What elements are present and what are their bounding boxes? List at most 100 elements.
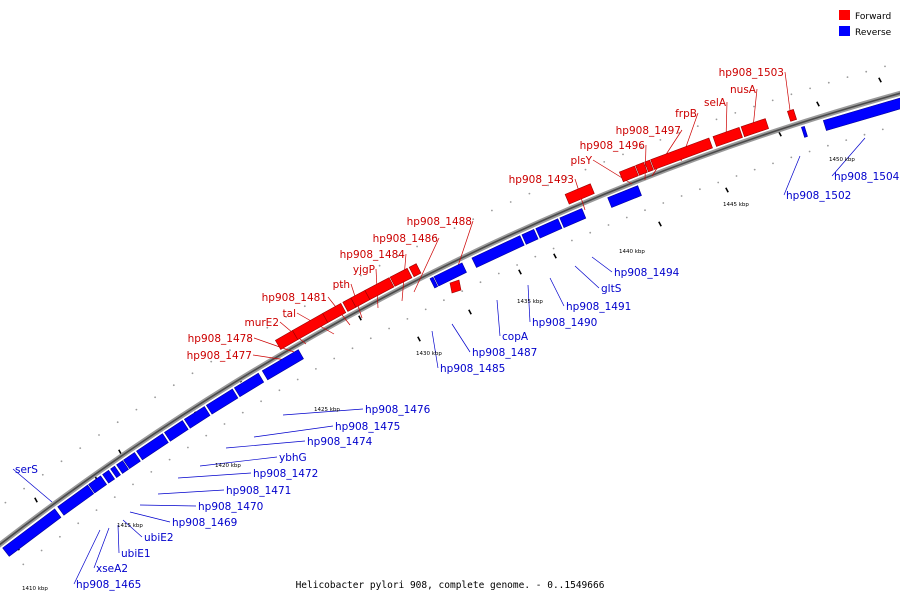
scale-dot xyxy=(696,125,699,127)
reverse-gene-label-glts: gltS xyxy=(601,283,622,295)
reverse-gene-box xyxy=(183,406,211,429)
scale-dot xyxy=(278,389,281,392)
leader-line xyxy=(139,504,197,507)
reverse-gene-box xyxy=(123,452,141,470)
forward-gene-label-frpb: frpB xyxy=(675,108,697,120)
reverse-gene-label-hp908-1470: hp908_1470 xyxy=(198,501,263,513)
forward-gene-label-hp908-1477: hp908_1477 xyxy=(187,350,252,362)
reverse-gene-label-hp908-1485: hp908_1485 xyxy=(440,363,505,375)
major-tick xyxy=(778,131,782,137)
forward-gene-label-hp908-1503: hp908_1503 xyxy=(719,67,784,79)
major-tick xyxy=(417,336,421,342)
scale-dot xyxy=(241,411,244,414)
scale-dot xyxy=(603,161,606,163)
forward-gene-box xyxy=(635,162,648,176)
scale-dot xyxy=(662,202,665,204)
reverse-gene-label-ybhg: ybhG xyxy=(279,452,307,464)
leader-line xyxy=(549,277,565,307)
forward-gene-box xyxy=(408,263,422,278)
forward-gene-box xyxy=(389,267,413,287)
scale-dot xyxy=(589,231,592,234)
leader-line xyxy=(282,408,364,416)
forward-gene-label-hp908-1493: hp908_1493 xyxy=(509,174,574,186)
scale-dot xyxy=(863,133,866,136)
leader-line xyxy=(73,529,101,585)
reverse-gene-box xyxy=(57,484,95,516)
scale-dot xyxy=(827,144,829,147)
leader-line xyxy=(253,337,295,353)
leader-line xyxy=(129,511,171,523)
scale-dot xyxy=(388,327,390,330)
gene-labels: hp908_1477 hp908_1478 murE2 tal hp908_1481 pt… xyxy=(15,67,900,591)
reverse-gene-box xyxy=(559,208,587,228)
scale-dot xyxy=(341,284,344,287)
leader-line xyxy=(12,468,53,503)
legend-reverse-label: Reverse xyxy=(855,28,892,38)
scale-dot xyxy=(60,460,63,463)
reverse-gene-label-hp908-1490: hp908_1490 xyxy=(532,317,597,329)
tick-label-1450-kbp: 1450 kbp xyxy=(829,157,855,163)
scale-dot xyxy=(753,105,755,108)
scale-dot xyxy=(622,153,624,156)
scale-dot xyxy=(406,318,409,320)
scale-dot xyxy=(247,337,250,340)
scale-dot xyxy=(260,400,262,403)
tick-marks xyxy=(16,77,882,551)
reverse-gene-label-hp908-1487: hp908_1487 xyxy=(472,347,537,359)
forward-gene-label-hp908-1478: hp908_1478 xyxy=(188,333,253,345)
genome-caption: Helicobacter pylori 908, complete genome… xyxy=(296,580,605,591)
scale-dot xyxy=(360,274,362,277)
leader-line xyxy=(122,519,143,538)
reverse-gene-label-ubie1: ubiE1 xyxy=(121,548,151,560)
reverse-gene-label-xsea2: xseA2 xyxy=(96,563,128,575)
leader-line xyxy=(591,256,613,273)
tick-label-1420-kbp: 1420 kbp xyxy=(215,463,241,469)
forward-gene-box xyxy=(650,137,713,170)
scale-dot xyxy=(528,192,531,195)
major-tick xyxy=(658,221,662,227)
scale-dot xyxy=(266,326,269,329)
scale-dot xyxy=(59,535,61,538)
scale-dot xyxy=(547,184,549,187)
scale-dot xyxy=(497,272,500,275)
scale-dot xyxy=(479,281,482,284)
leader-line xyxy=(199,456,278,467)
scale-dot xyxy=(79,447,82,449)
scale-dot xyxy=(22,563,25,566)
scale-dot xyxy=(565,176,568,179)
scale-dot xyxy=(95,509,98,511)
scale-dot xyxy=(77,522,80,525)
forward-gene-box xyxy=(322,302,347,324)
reverse-gene-box xyxy=(164,420,189,442)
reverse-gene-label-hp908-1474: hp908_1474 xyxy=(307,436,373,448)
scale-dot xyxy=(333,357,336,360)
scale-dot xyxy=(644,209,646,212)
scale-dot xyxy=(205,434,208,437)
reverse-gene-box xyxy=(471,235,525,268)
forward-gene-label-sela: selA xyxy=(704,97,727,109)
reverse-gene-box xyxy=(822,97,900,131)
major-tick xyxy=(468,309,472,315)
scale-dot xyxy=(659,139,662,141)
major-tick xyxy=(725,187,729,193)
tick-label-1445-kbp: 1445 kbp xyxy=(723,202,749,208)
reverse-gene-box xyxy=(88,475,108,494)
reverse-gene-box xyxy=(136,433,169,461)
scale-dot xyxy=(315,368,317,370)
scale-dot xyxy=(98,434,100,436)
leader-line xyxy=(451,323,471,353)
scale-dot xyxy=(625,216,628,219)
scale-dot xyxy=(884,65,886,68)
forward-gene-label-pth: pth xyxy=(333,279,350,291)
leader-line xyxy=(574,265,600,289)
scale-dot xyxy=(734,112,737,114)
leader-line xyxy=(93,527,110,569)
reverse-gene-box xyxy=(116,460,129,474)
tick-label-1430-kbp: 1430 kbp xyxy=(416,351,442,357)
legend-forward-label: Forward xyxy=(855,12,891,22)
forward-gene-label-hp908-1488: hp908_1488 xyxy=(407,216,472,228)
scale-dot xyxy=(434,236,437,239)
scale-dot xyxy=(397,255,400,257)
forward-gene-box xyxy=(564,183,595,205)
